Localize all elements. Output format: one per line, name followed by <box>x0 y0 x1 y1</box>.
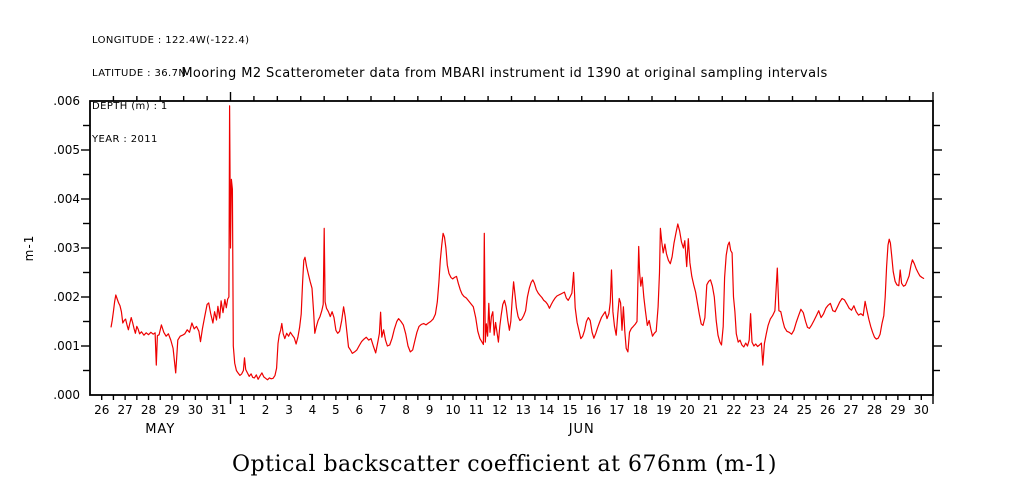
y-tick-label: .002 <box>53 290 80 304</box>
x-tick-label: 4 <box>309 403 317 417</box>
x-tick-label: 25 <box>797 403 812 417</box>
x-axis-month-label: JUN <box>568 422 595 437</box>
metadata-longitude: LONGITUDE : 122.4W(-122.4) <box>92 35 250 46</box>
x-tick-label: 29 <box>164 403 179 417</box>
x-tick-label: 20 <box>679 403 694 417</box>
y-axis-title: m-1 <box>22 235 36 262</box>
chart-title: Mooring M2 Scatterometer data from MBARI… <box>181 66 828 81</box>
data-series-line <box>110 105 925 381</box>
y-tick-label: .001 <box>53 339 80 353</box>
x-tick-label: 8 <box>402 403 410 417</box>
x-tick-label: 5 <box>332 403 340 417</box>
x-tick-label: 27 <box>117 403 132 417</box>
x-tick-label: 7 <box>379 403 387 417</box>
metadata-latitude: LATITUDE : 36.7N <box>92 68 187 79</box>
x-tick-label: 27 <box>843 403 858 417</box>
x-tick-label: 15 <box>562 403 577 417</box>
x-tick-label: 28 <box>867 403 882 417</box>
chart-caption: Optical backscatter coefficient at 676nm… <box>232 452 777 477</box>
x-tick-label: 30 <box>188 403 203 417</box>
station-metadata: LONGITUDE : 122.4W(-122.4) LATITUDE : 36… <box>92 13 249 167</box>
x-tick-label: 10 <box>445 403 460 417</box>
x-tick-label: 13 <box>516 403 531 417</box>
y-tick-label: .004 <box>53 192 80 206</box>
x-tick-label: 31 <box>211 403 226 417</box>
y-tick-label: .005 <box>53 143 80 157</box>
x-axis-month-label: MAY <box>145 422 175 437</box>
x-tick-label: 1 <box>238 403 246 417</box>
x-tick-label: 19 <box>656 403 671 417</box>
x-tick-label: 3 <box>285 403 293 417</box>
x-tick-label: 21 <box>703 403 718 417</box>
y-tick-label: .003 <box>53 241 80 255</box>
y-tick-label: .006 <box>53 94 80 108</box>
x-tick-label: 16 <box>586 403 601 417</box>
x-tick-label: 17 <box>609 403 624 417</box>
metadata-depth: DEPTH (m) : 1 <box>92 101 168 112</box>
x-tick-label: 30 <box>914 403 929 417</box>
x-tick-label: 2 <box>262 403 270 417</box>
x-tick-label: 24 <box>773 403 788 417</box>
x-tick-label: 29 <box>890 403 905 417</box>
x-tick-label: 11 <box>469 403 484 417</box>
x-tick-label: 12 <box>492 403 507 417</box>
plot-frame <box>89 100 934 396</box>
x-tick-label: 26 <box>820 403 835 417</box>
x-tick-label: 9 <box>426 403 434 417</box>
x-tick-label: 22 <box>726 403 741 417</box>
x-tick-label: 26 <box>94 403 109 417</box>
x-tick-label: 14 <box>539 403 554 417</box>
x-tick-label: 18 <box>633 403 648 417</box>
x-tick-label: 28 <box>141 403 156 417</box>
y-tick-label: .000 <box>53 388 80 402</box>
x-tick-label: 23 <box>750 403 765 417</box>
x-tick-label: 6 <box>355 403 363 417</box>
metadata-year: YEAR : 2011 <box>92 134 158 145</box>
